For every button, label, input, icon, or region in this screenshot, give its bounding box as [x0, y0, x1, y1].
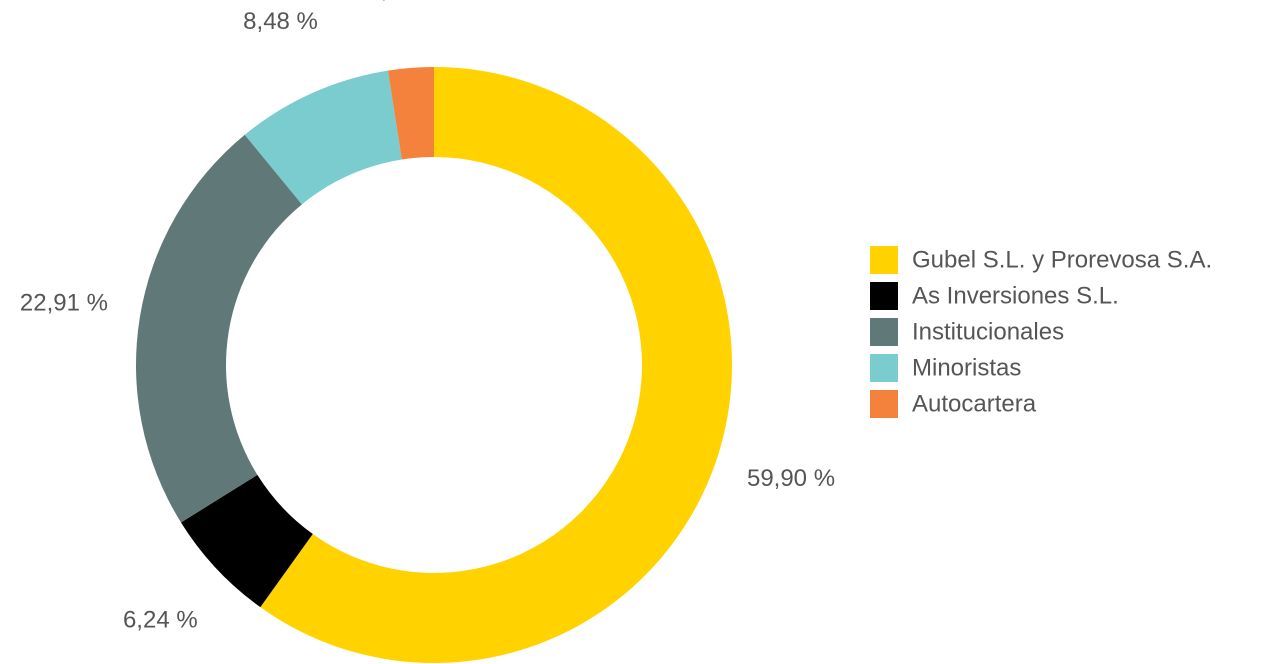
donut-slice [136, 134, 302, 523]
donut-slice [180, 474, 313, 608]
legend-swatch [870, 354, 898, 382]
data-label: 22,91 % [20, 289, 108, 316]
legend-swatch [870, 246, 898, 274]
donut-slice [244, 70, 402, 205]
donut-slice [260, 67, 732, 663]
legend-swatch [870, 318, 898, 346]
legend-label: Autocartera [912, 390, 1037, 417]
donut-slice [387, 67, 434, 160]
legend-label: As Inversiones S.L. [912, 282, 1119, 309]
legend-swatch [870, 282, 898, 310]
data-label: 2,47 % [368, 0, 443, 3]
legend-label: Minoristas [912, 354, 1021, 381]
legend-swatch [870, 390, 898, 418]
data-label: 59,90 % [747, 465, 835, 492]
data-label: 6,24 % [123, 607, 198, 634]
legend-label: Institucionales [912, 318, 1064, 345]
legend-label: Gubel S.L. y Prorevosa S.A. [912, 246, 1212, 273]
data-label: 8,48 % [243, 8, 318, 35]
